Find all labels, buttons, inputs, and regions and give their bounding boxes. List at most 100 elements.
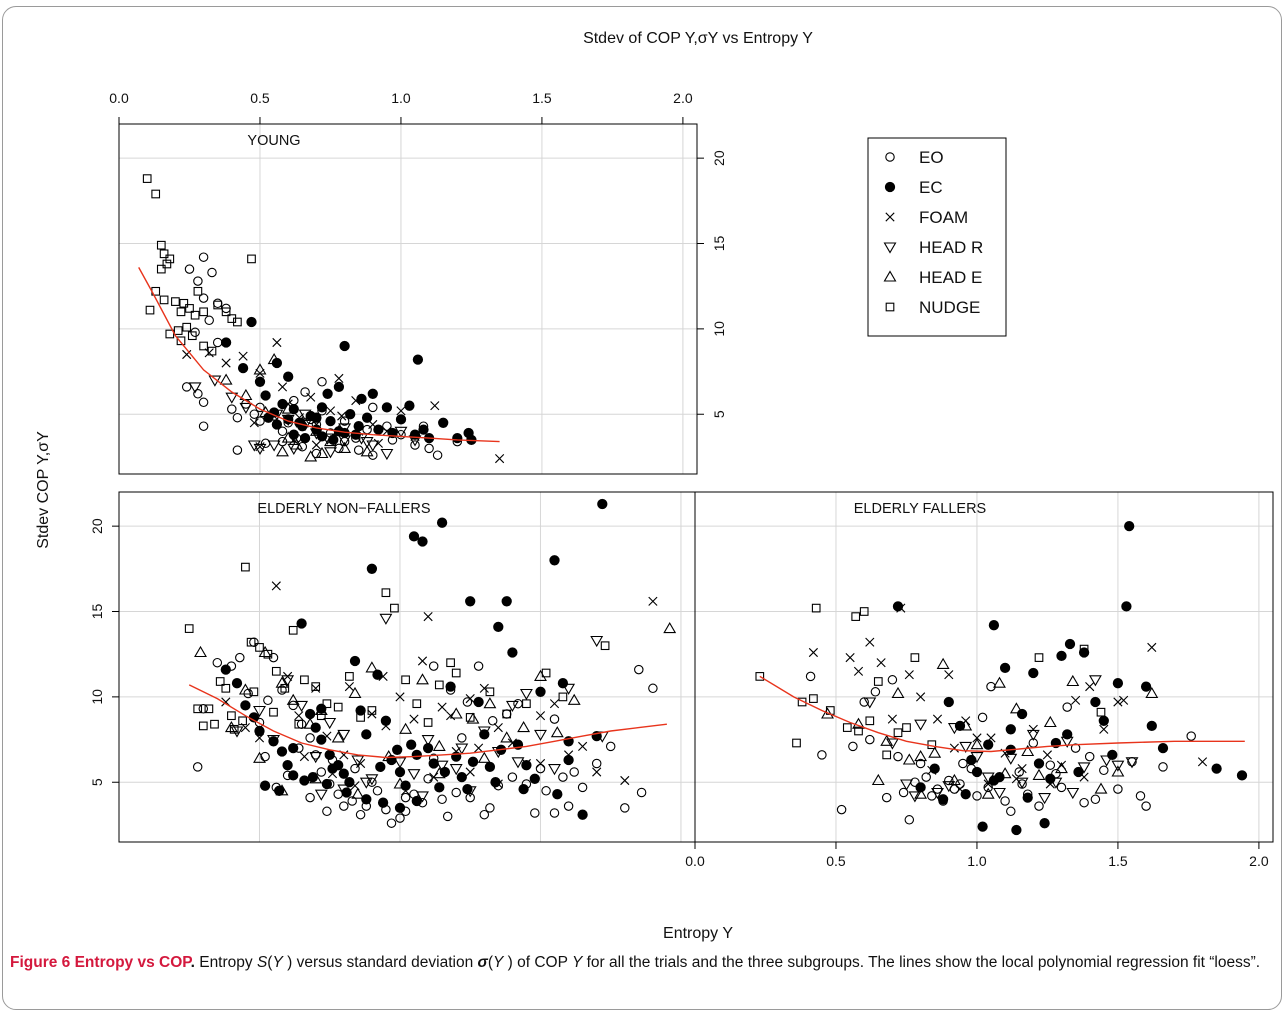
series-foam-elderly-fallers xyxy=(808,603,1208,794)
point-ec xyxy=(1062,729,1073,740)
point-foam xyxy=(299,752,309,762)
legend-label: HEAD R xyxy=(919,238,983,257)
point-ec xyxy=(436,517,448,528)
series-head-r-elderly-non-fallers xyxy=(230,613,609,803)
point-head-r xyxy=(359,777,373,789)
point-nudge xyxy=(173,326,183,335)
point-head-r xyxy=(225,392,239,404)
point-nudge xyxy=(176,336,186,346)
point-head-r xyxy=(590,635,604,648)
point-head-e xyxy=(902,753,916,765)
point-head-r xyxy=(365,774,379,786)
point-head-e xyxy=(309,772,323,784)
point-ec xyxy=(467,756,479,767)
point-ec xyxy=(349,655,361,667)
point-nudge xyxy=(241,562,250,572)
point-head-e xyxy=(483,697,497,709)
point-eo xyxy=(473,661,484,671)
point-nudge xyxy=(199,341,208,351)
point-ec xyxy=(484,761,496,773)
x-axis-label: Entropy Y xyxy=(663,925,733,942)
point-nudge xyxy=(294,719,304,729)
point-head-r xyxy=(239,402,253,414)
point-foam xyxy=(368,419,378,430)
point-head-e xyxy=(393,777,407,789)
point-nudge xyxy=(446,658,455,668)
point-ec xyxy=(937,794,949,805)
point-eo xyxy=(1079,797,1089,808)
point-head-e xyxy=(281,402,295,414)
legend-marker-ec xyxy=(884,181,896,193)
point-ec xyxy=(271,419,283,430)
point-eo xyxy=(865,734,875,745)
point-ec xyxy=(929,763,940,774)
point-eo xyxy=(333,789,343,799)
point-head-e xyxy=(382,750,396,762)
point-eo xyxy=(898,787,909,798)
point-ec xyxy=(231,678,243,689)
point-eo xyxy=(355,809,366,820)
point-ec xyxy=(434,782,445,793)
point-foam xyxy=(344,682,354,692)
point-nudge xyxy=(280,683,290,693)
point-nudge xyxy=(434,680,444,690)
point-ec xyxy=(552,789,563,800)
point-ec xyxy=(299,432,311,444)
point-head-r xyxy=(942,781,956,793)
point-ec xyxy=(1005,724,1016,735)
point-foam xyxy=(535,711,546,721)
point-nudge xyxy=(882,750,892,760)
point-eo xyxy=(870,687,881,697)
point-ec xyxy=(411,749,422,761)
point-eo xyxy=(530,808,540,818)
point-nudge xyxy=(233,317,242,327)
point-head-r xyxy=(463,786,477,798)
point-eo xyxy=(232,445,243,455)
legend-item-head-e: HEAD E xyxy=(883,268,982,287)
point-head-e xyxy=(253,751,266,763)
point-ec xyxy=(597,498,608,510)
point-head-e xyxy=(432,739,446,751)
point-ec xyxy=(493,621,504,633)
point-ec xyxy=(353,421,364,432)
point-foam xyxy=(986,733,996,743)
x-tick-label: 0.0 xyxy=(109,90,129,106)
point-eo xyxy=(535,763,546,774)
point-nudge xyxy=(182,322,192,332)
point-head-e xyxy=(275,784,289,796)
point-eo xyxy=(1056,782,1067,793)
point-nudge xyxy=(367,706,377,715)
point-foam xyxy=(423,612,433,622)
y-tick-label: 10 xyxy=(89,689,105,705)
point-head-e xyxy=(477,751,491,763)
point-ec xyxy=(288,742,299,754)
point-foam xyxy=(853,666,864,676)
point-head-r xyxy=(298,409,312,421)
point-eo xyxy=(288,700,298,711)
point-ec xyxy=(322,388,333,399)
point-head-e xyxy=(466,712,480,724)
series-ec-elderly-non-fallers xyxy=(220,498,608,820)
point-nudge xyxy=(269,707,278,717)
y-axis-label: Stdev COP Y,σY xyxy=(35,431,52,549)
x-axis-elderly-fallers: 0.0 0.5 1.0 1.5 2.0 xyxy=(685,842,1269,869)
point-nudge xyxy=(797,697,807,707)
point-ec xyxy=(324,749,335,761)
point-ec xyxy=(333,381,345,393)
point-head-r xyxy=(360,437,374,449)
point-ec xyxy=(283,371,294,382)
point-head-e xyxy=(224,721,238,733)
point-eo xyxy=(350,763,360,774)
point-eo xyxy=(212,657,223,668)
point-nudge xyxy=(401,675,410,685)
point-head-e xyxy=(303,717,317,729)
point-nudge xyxy=(522,699,531,709)
point-eo xyxy=(322,806,332,817)
point-foam xyxy=(479,683,489,693)
point-head-e xyxy=(416,673,429,685)
point-foam xyxy=(949,743,959,753)
point-nudge xyxy=(485,687,495,697)
point-ec xyxy=(366,563,378,574)
point-head-r xyxy=(1015,777,1029,789)
point-eo xyxy=(485,803,495,813)
